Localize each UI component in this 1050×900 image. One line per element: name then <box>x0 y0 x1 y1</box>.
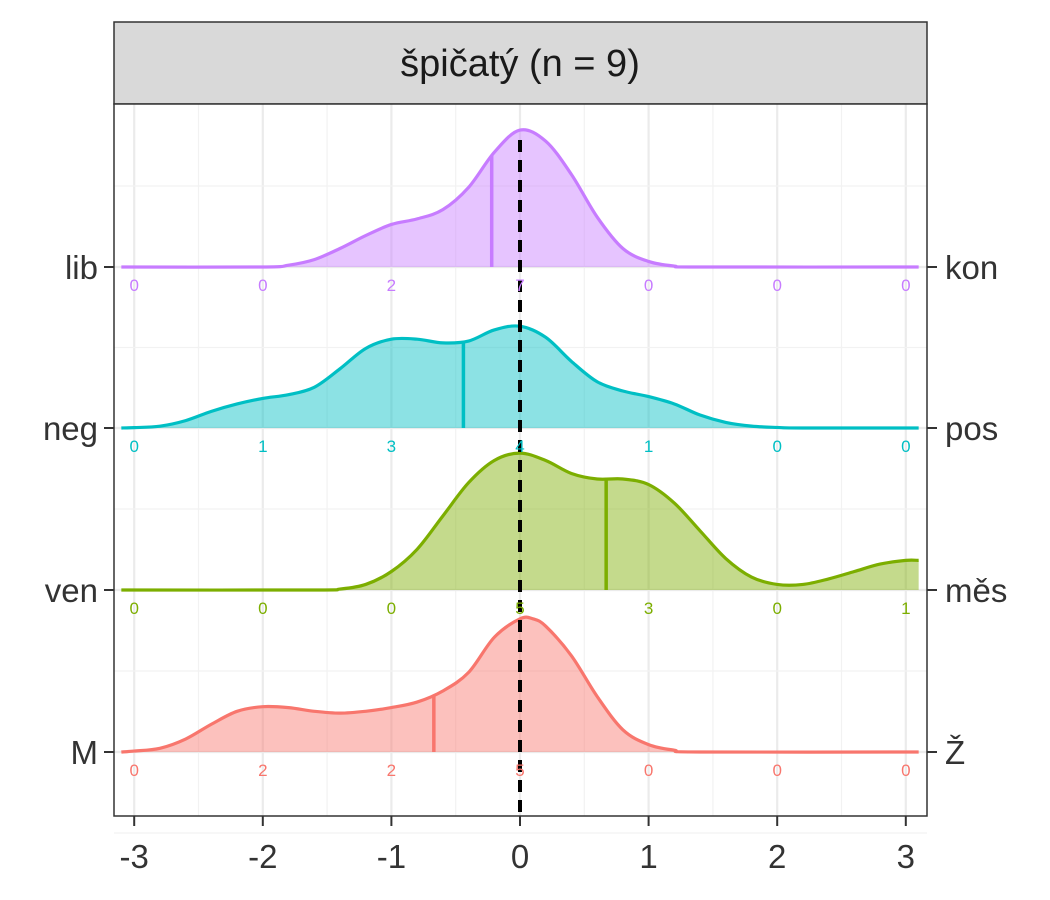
count-label: 3 <box>644 599 653 618</box>
count-label: 2 <box>258 761 267 780</box>
strip-background <box>113 21 928 105</box>
count-label: 7 <box>515 276 524 295</box>
x-tick-label: 2 <box>768 838 786 875</box>
density-line <box>121 324 919 430</box>
x-axis: -3 -2 -1 0 1 2 3 <box>120 816 915 875</box>
count-label: 5 <box>515 761 524 780</box>
y-label-right: Ž <box>945 734 965 771</box>
count-label: 0 <box>901 437 910 456</box>
count-label: 2 <box>387 276 396 295</box>
ridge-neg <box>121 324 919 430</box>
y-label-left: M <box>71 734 99 771</box>
count-label: 0 <box>129 761 138 780</box>
y-label-right: kon <box>945 249 998 286</box>
y-label-right: pos <box>945 410 998 447</box>
y-label-left: ven <box>45 572 98 609</box>
count-label: 0 <box>901 761 910 780</box>
count-label: 3 <box>387 437 396 456</box>
x-tick-label: -2 <box>248 838 277 875</box>
count-label: 2 <box>387 761 396 780</box>
count-label: 1 <box>644 437 653 456</box>
count-label: 1 <box>901 599 910 618</box>
ridge-lib <box>121 128 919 269</box>
count-label: 0 <box>129 599 138 618</box>
count-label: 0 <box>258 599 267 618</box>
y-label-right: měs <box>945 572 1007 609</box>
x-tick-label: 3 <box>897 838 915 875</box>
count-label: 5 <box>515 599 524 618</box>
density-area <box>121 325 919 429</box>
count-label: 0 <box>644 761 653 780</box>
x-tick-label: 1 <box>639 838 657 875</box>
count-labels: 0 2 2 5 0 0 0 0 0 0 5 3 0 1 0 1 3 4 1 0 0 0 0 2 7 0 0 0 <box>129 276 910 780</box>
y-label-left: lib <box>65 249 98 286</box>
x-tick-label: -3 <box>120 838 149 875</box>
chart-title: špičatý (n = 9) <box>400 43 640 85</box>
count-label: 4 <box>515 437 524 456</box>
density-area <box>121 129 919 268</box>
count-label: 0 <box>129 437 138 456</box>
count-label: 0 <box>901 276 910 295</box>
count-label: 1 <box>258 437 267 456</box>
count-label: 0 <box>387 599 396 618</box>
x-tick-label: -1 <box>377 838 406 875</box>
count-label: 0 <box>772 761 781 780</box>
density-line <box>121 128 919 269</box>
count-label: 0 <box>644 276 653 295</box>
x-tick-label: 0 <box>511 838 529 875</box>
y-label-left: neg <box>43 410 98 447</box>
count-label: 0 <box>772 276 781 295</box>
count-label: 0 <box>772 599 781 618</box>
count-label: 0 <box>129 276 138 295</box>
density-line <box>121 451 919 592</box>
count-label: 0 <box>258 276 267 295</box>
density-line <box>121 615 919 754</box>
count-label: 0 <box>772 437 781 456</box>
